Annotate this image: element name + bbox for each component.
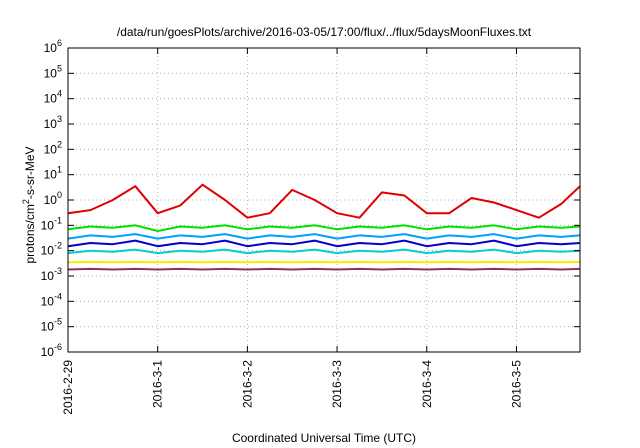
y-axis-label-sup: 2 — [21, 199, 31, 204]
chart-title: /data/run/goesPlots/archive/2016-03-05/1… — [117, 25, 532, 39]
y-axis-label-pre: protons/cm — [23, 204, 37, 263]
y-tick-label-exp: 1 — [57, 165, 62, 175]
y-tick-label-exp: 6 — [57, 38, 62, 48]
y-tick-label-base: 10 — [41, 218, 55, 232]
x-tick-label: 2016-3-2 — [240, 360, 254, 408]
y-tick-label-base: 10 — [44, 168, 58, 182]
y-tick-label: 10-3 — [41, 266, 62, 283]
y-tick-label: 105 — [44, 63, 62, 80]
y-tick-label-base: 10 — [44, 41, 58, 55]
y-tick-label-base: 10 — [41, 244, 55, 258]
y-tick-label-base: 10 — [41, 320, 55, 334]
x-tick-label: 2016-3-5 — [509, 360, 523, 408]
y-tick-label-base: 10 — [44, 66, 58, 80]
y-tick-label-exp: 3 — [57, 114, 62, 124]
y-tick-label-exp: -4 — [54, 291, 62, 301]
y-tick-label: 10-6 — [41, 342, 62, 359]
y-tick-label-exp: 2 — [57, 139, 62, 149]
x-tick-label: 2016-3-4 — [420, 360, 434, 408]
y-tick-label-base: 10 — [41, 269, 55, 283]
y-tick-label-base: 10 — [44, 142, 58, 156]
series-line-3 — [67, 233, 581, 240]
x-axis-label: Coordinated Universal Time (UTC) — [232, 431, 416, 445]
y-tick-label: 102 — [44, 139, 62, 156]
y-tick-label: 106 — [44, 38, 62, 55]
y-tick-label-exp: 0 — [57, 190, 62, 200]
series-line-5 — [67, 248, 581, 255]
y-tick-label-exp: -1 — [54, 215, 62, 225]
y-tick-label: 10-5 — [41, 317, 62, 334]
y-tick-label-exp: -3 — [54, 266, 62, 276]
y-tick-label-base: 10 — [44, 193, 58, 207]
y-tick-label: 101 — [44, 165, 62, 182]
series-line-4 — [67, 239, 581, 248]
y-tick-label: 100 — [44, 190, 62, 207]
y-tick-label: 104 — [44, 89, 62, 106]
series-line-1 — [67, 183, 581, 219]
series-line-7 — [67, 267, 581, 271]
y-tick-label-base: 10 — [44, 92, 58, 106]
x-tick-label: 2016-3-3 — [330, 360, 344, 408]
x-tick-label: 2016-2-29 — [61, 360, 75, 415]
ticks — [67, 47, 580, 353]
y-tick-label: 10-4 — [41, 291, 62, 308]
y-tick-label-exp: -2 — [54, 241, 62, 251]
series-line-2 — [67, 224, 581, 232]
y-tick-label-exp: 5 — [57, 63, 62, 73]
y-tick-label-exp: -5 — [54, 317, 62, 327]
y-tick-label-exp: 4 — [57, 89, 62, 99]
y-tick-label-base: 10 — [44, 117, 58, 131]
y-tick-label-exp: -6 — [54, 342, 62, 352]
y-axis-label: protons/cm2-s-sr-MeV — [21, 146, 37, 263]
y-tick-label: 10-1 — [41, 215, 62, 232]
y-tick-label-base: 10 — [41, 345, 55, 359]
y-tick-label: 10-2 — [41, 241, 62, 258]
y-tick-label: 103 — [44, 114, 62, 131]
y-axis-label-post: -s-sr-MeV — [23, 146, 37, 199]
x-tick-label: 2016-3-1 — [151, 360, 165, 408]
y-tick-label-base: 10 — [41, 294, 55, 308]
y-tick-labels: 10-610-510-410-310-210-11001011021031041… — [41, 38, 62, 359]
x-tick-labels: 2016-2-29 2016-3-1 2016-3-2 2016-3-3 2016-3-… — [61, 360, 523, 415]
series-layer — [67, 183, 581, 271]
